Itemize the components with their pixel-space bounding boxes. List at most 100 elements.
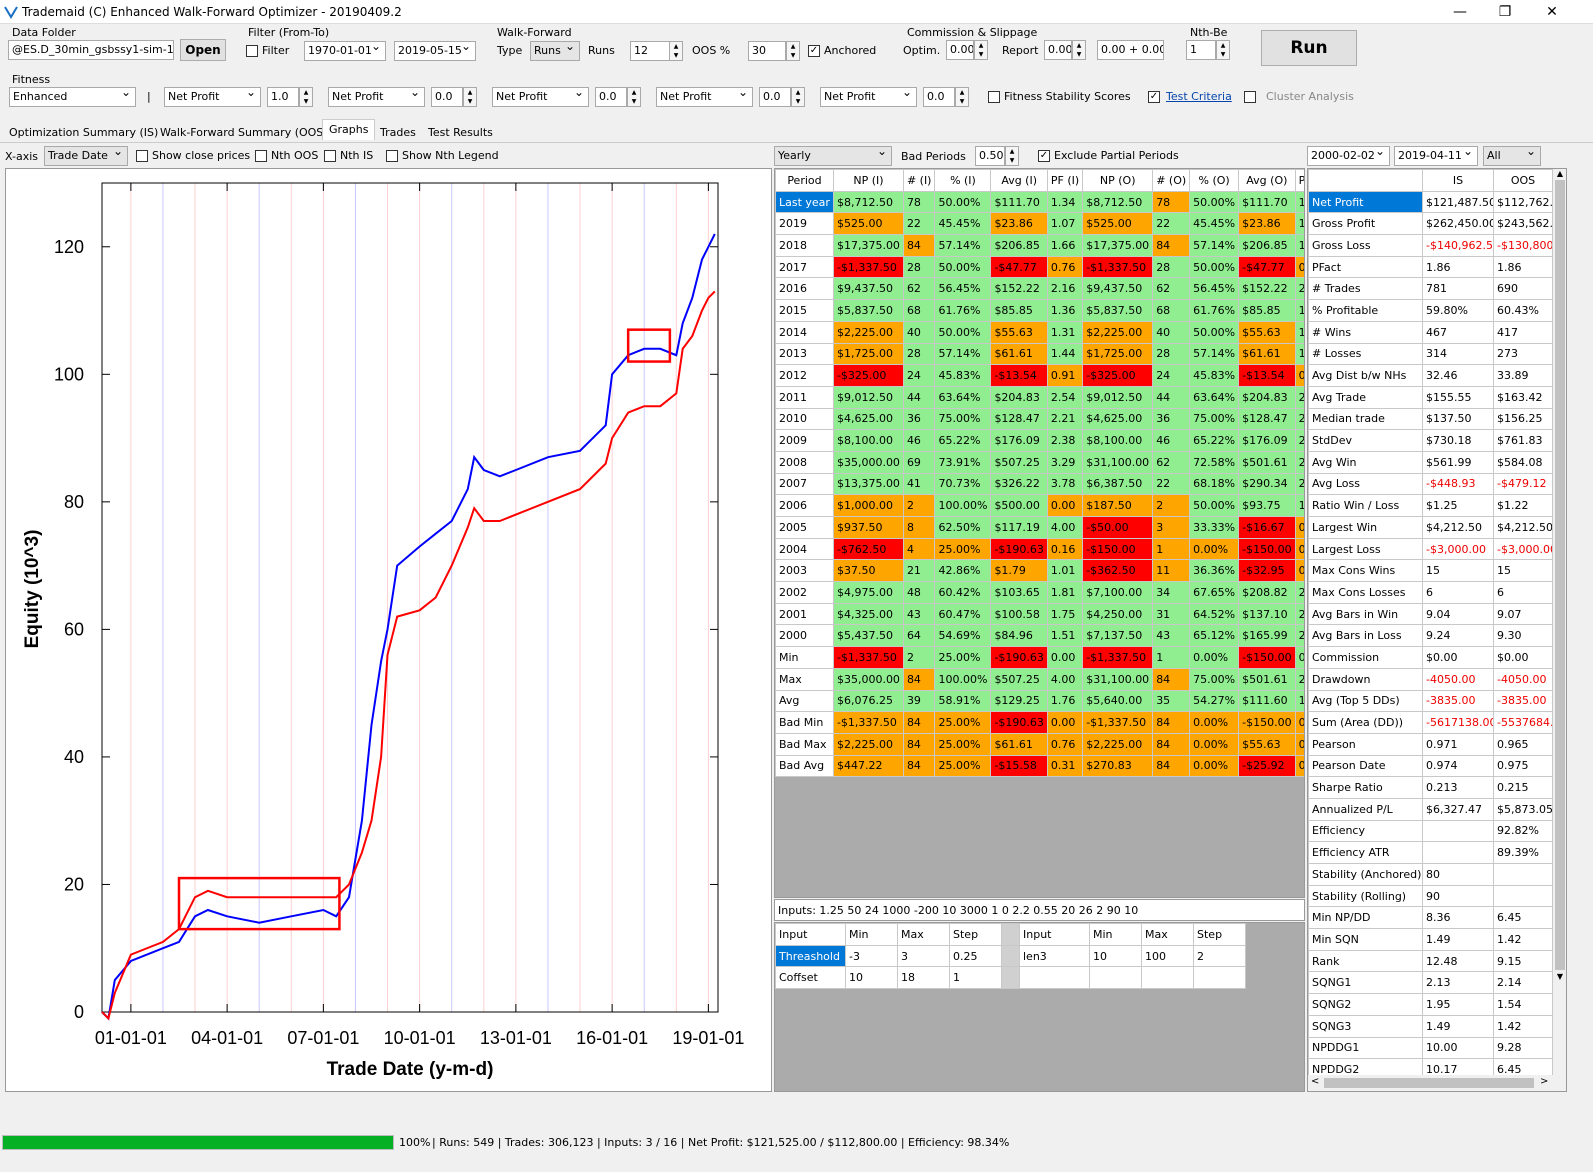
period-row[interactable]: Bad Avg $447.22 84 25.00% -$15.58 0.31 $270.83…: [775, 754, 1304, 778]
period-col-header[interactable]: PF (O): [1294, 169, 1304, 192]
nth-stepper[interactable]: ▲ ▼: [1216, 40, 1230, 60]
period-row[interactable]: Last year $8,712.50 78 50.00% $111.70 1.34 $8,…: [775, 190, 1304, 214]
maximize-icon[interactable]: ❐: [1498, 4, 1512, 20]
fitness-criterion-4[interactable]: Net Profit: [656, 87, 753, 107]
input-cell[interactable]: 0.25: [949, 944, 1002, 968]
stats-row[interactable]: Drawdown -4050.00 -4050.00: [1308, 667, 1553, 691]
stats-vscroll-thumb[interactable]: [1555, 180, 1565, 970]
stats-row[interactable]: # Losses 314 273: [1308, 342, 1553, 366]
stats-to-date[interactable]: 2019-04-11: [1394, 146, 1478, 166]
period-row[interactable]: 2000 $5,437.50 64 54.69% $84.96 1.51 $7,137.50…: [775, 624, 1304, 648]
input-cell[interactable]: [1019, 966, 1090, 990]
period-row[interactable]: 2015 $5,837.50 68 61.76% $85.85 1.36 $5,837.50…: [775, 299, 1304, 322]
fitness-criterion-5[interactable]: Net Profit: [820, 87, 917, 107]
fitness-weight-2[interactable]: 0.0: [431, 87, 463, 107]
period-row[interactable]: 2006 $1,000.00 2 100.00% $500.00 0.00 $187.50 2…: [775, 494, 1304, 517]
input-cell[interactable]: Threashold: [775, 944, 846, 968]
wf-oos-input[interactable]: 30: [748, 41, 786, 61]
period-col-header[interactable]: NP (I): [832, 169, 904, 192]
fitness-weight-4-stepper[interactable]: ▲ ▼: [791, 87, 805, 107]
stats-row[interactable]: Ratio Win / Loss $1.25 $1.22: [1308, 494, 1553, 517]
stats-row[interactable]: Avg Bars in Win 9.04 9.07: [1308, 602, 1553, 626]
period-row[interactable]: 2017 -$1,337.50 28 50.00% -$47.77 0.76 -$1,337…: [775, 255, 1304, 279]
period-row[interactable]: 2011 $9,012.50 44 63.64% $204.83 2.54 $9,012.5…: [775, 385, 1304, 409]
stats-row[interactable]: Pearson Date 0.974 0.975: [1308, 754, 1553, 778]
period-col-header[interactable]: % (I): [934, 169, 992, 192]
period-col-header[interactable]: Avg (I): [990, 169, 1048, 192]
period-row[interactable]: 2016 $9,437.50 62 56.45% $152.22 2.16 $9,437.5…: [775, 277, 1304, 301]
stats-filter-select[interactable]: All: [1483, 146, 1541, 166]
report-input[interactable]: 0.00: [1044, 40, 1072, 60]
stats-row[interactable]: Efficiency 92.82%: [1308, 819, 1553, 843]
stats-row[interactable]: Largest Win $4,212.50 $4,212.50: [1308, 516, 1553, 539]
nth-oos-checkbox[interactable]: [255, 150, 267, 162]
stats-row[interactable]: Avg Win $561.99 $584.08: [1308, 450, 1553, 474]
stats-row[interactable]: # Trades 781 690: [1308, 277, 1553, 301]
test-criteria-link[interactable]: Test Criteria: [1166, 90, 1232, 103]
stats-row[interactable]: Avg Trade $155.55 $163.42: [1308, 385, 1553, 409]
tab-test-results[interactable]: Test Results: [428, 126, 493, 139]
period-col-header[interactable]: NP (O): [1082, 169, 1154, 192]
period-select[interactable]: Yearly: [774, 146, 892, 166]
stats-row[interactable]: Sharpe Ratio 0.213 0.215: [1308, 776, 1553, 799]
wf-type-select[interactable]: Runs: [530, 41, 580, 61]
stats-row[interactable]: Max Cons Wins 15 15: [1308, 559, 1553, 583]
filter-from-date[interactable]: 1970-01-01: [304, 41, 386, 61]
show-close-checkbox[interactable]: [136, 150, 148, 162]
period-row[interactable]: 2002 $4,975.00 48 60.42% $103.65 1.81 $7,100.0…: [775, 581, 1304, 604]
period-col-header[interactable]: PF (I): [1046, 169, 1084, 192]
input-cell[interactable]: 100: [1141, 944, 1194, 968]
period-row[interactable]: 2019 $525.00 22 45.45% $23.86 1.07 $525.00 22 45…: [775, 212, 1304, 236]
cluster-analysis-checkbox[interactable]: [1244, 91, 1256, 103]
fitness-weight-1-stepper[interactable]: ▲ ▼: [299, 87, 313, 107]
stats-hscroll-thumb[interactable]: [1324, 1078, 1534, 1088]
wf-runs-stepper[interactable]: ▲ ▼: [669, 41, 683, 61]
stats-row[interactable]: Min SQN 1.49 1.42: [1308, 928, 1553, 951]
close-icon[interactable]: ✕: [1546, 4, 1558, 20]
stats-row[interactable]: Net Profit$121,487.50$112,762.5: [1308, 190, 1553, 214]
period-col-header[interactable]: % (O): [1189, 169, 1240, 192]
input-cell[interactable]: [1001, 966, 1020, 990]
open-button[interactable]: Open: [180, 39, 226, 61]
stats-row[interactable]: Stability (Anchored) 80: [1308, 863, 1553, 886]
input-cell[interactable]: 10: [1089, 944, 1142, 968]
period-row[interactable]: Max $35,000.00 84 100.00% $507.25 4.00 $31,100…: [775, 667, 1304, 691]
stats-row[interactable]: % Profitable 59.80% 60.43%: [1308, 299, 1553, 322]
period-row[interactable]: 2005 $937.50 8 62.50% $117.19 4.00 -$50.00 3 33.…: [775, 516, 1304, 539]
input-cell[interactable]: Coffset: [775, 966, 846, 990]
bad-periods-stepper[interactable]: ▲ ▼: [1005, 146, 1019, 166]
fitness-mode-select[interactable]: Enhanced: [9, 87, 136, 107]
period-row[interactable]: Min -$1,337.50 2 25.00% -$190.63 0.00 -$1,337.…: [775, 646, 1304, 669]
input-cell[interactable]: 2: [1193, 944, 1246, 968]
fitness-weight-3-stepper[interactable]: ▲ ▼: [627, 87, 641, 107]
period-col-header[interactable]: Avg (O): [1238, 169, 1296, 192]
stats-row[interactable]: NPDDG1 10.00 9.28: [1308, 1036, 1553, 1060]
stats-row[interactable]: Min NP/DD 8.36 6.45: [1308, 906, 1553, 930]
period-col-header[interactable]: Period: [775, 169, 834, 192]
stats-vscrollbar[interactable]: ▲ ▼: [1553, 169, 1566, 1075]
xaxis-select[interactable]: Trade Date: [44, 146, 128, 166]
fitness-criterion-2[interactable]: Net Profit: [328, 87, 425, 107]
input-cell[interactable]: 18: [897, 966, 950, 990]
stats-row[interactable]: Largest Loss -$3,000.00 -$3,000.00: [1308, 537, 1553, 561]
exclude-partial-checkbox[interactable]: ✓: [1038, 150, 1050, 162]
input-row[interactable]: Coffset 10 18 1: [775, 966, 1246, 990]
period-row[interactable]: Bad Min -$1,337.50 84 25.00% -$190.63 0.00 -$1…: [775, 711, 1304, 734]
fitness-weight-5-stepper[interactable]: ▲ ▼: [955, 87, 969, 107]
stats-row[interactable]: StdDev $730.18 $761.83: [1308, 429, 1553, 452]
fitness-weight-4[interactable]: 0.0: [759, 87, 791, 107]
input-cell[interactable]: len3: [1019, 944, 1090, 968]
stats-row[interactable]: # Wins 467 417: [1308, 320, 1553, 344]
period-row[interactable]: 2004 -$762.50 4 25.00% -$190.63 0.16 -$150.00 1…: [775, 537, 1304, 561]
period-row[interactable]: 2009 $8,100.00 46 65.22% $176.09 2.38 $8,100.0…: [775, 429, 1304, 452]
fitness-stability-checkbox[interactable]: [988, 91, 1000, 103]
stats-row[interactable]: Annualized P/L $6,327.47 $5,873.05: [1308, 797, 1553, 821]
input-cell[interactable]: [1089, 966, 1142, 990]
stats-row[interactable]: Avg Loss -$448.93 -$479.12: [1308, 472, 1553, 496]
fitness-weight-2-stepper[interactable]: ▲ ▼: [463, 87, 477, 107]
input-cell[interactable]: 1: [949, 966, 1002, 990]
period-col-header[interactable]: # (I): [902, 169, 936, 192]
stats-row[interactable]: PFact 1.86 1.86: [1308, 255, 1553, 279]
optim-input[interactable]: 0.00: [946, 40, 974, 60]
stats-row[interactable]: Efficiency ATR 89.39%: [1308, 841, 1553, 864]
